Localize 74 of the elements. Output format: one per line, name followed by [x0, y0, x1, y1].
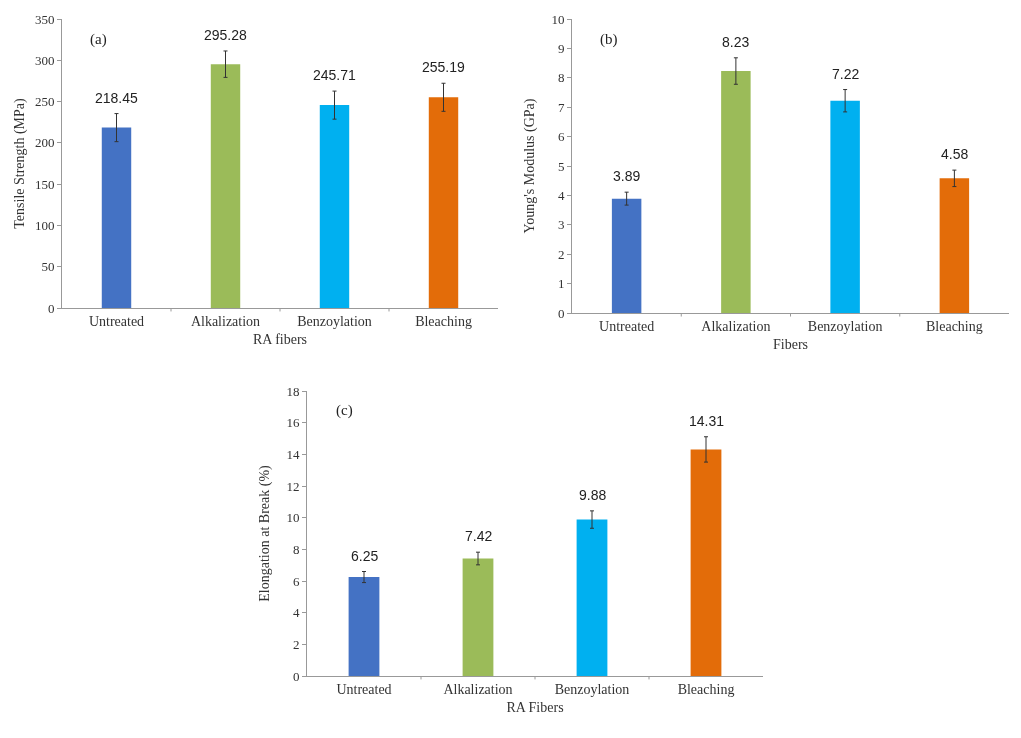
bar [721, 71, 751, 313]
y-tick-label: 250 [34, 94, 55, 110]
y-tick-label: 350 [34, 11, 55, 27]
x-tick-label: Benzoylation [297, 313, 372, 329]
bar [319, 105, 350, 308]
bar [830, 100, 860, 313]
y-tick-label: 8 [292, 541, 300, 557]
y-tick-label: 9 [557, 40, 565, 56]
x-tick-label: Bleaching [677, 681, 735, 697]
y-tick-label: 8 [557, 70, 565, 86]
x-tick-label: Alkalization [701, 318, 771, 334]
x-tick-label: Alkalization [443, 681, 513, 697]
data-label: 295.28 [204, 27, 248, 43]
y-tick-label: 4 [557, 187, 565, 203]
y-tick-label: 10 [286, 510, 300, 526]
x-tick-label: Bleaching [926, 318, 983, 334]
y-tick-label: 0 [557, 305, 565, 321]
x-tick-label: Untreated [88, 313, 145, 329]
y-axis-title: Elongation at Break (%) [257, 464, 273, 602]
x-tick-label: Benzoylation [807, 318, 883, 334]
y-tick-label: 4 [292, 605, 300, 621]
data-label: 6.25 [351, 548, 379, 564]
x-tick-label: Alkalization [190, 313, 261, 329]
bar [576, 519, 608, 676]
y-tick-label: 0 [47, 300, 55, 316]
y-tick-label: 100 [34, 217, 55, 233]
y-tick-label: 2 [292, 636, 300, 652]
data-label: 7.42 [465, 528, 493, 544]
y-tick-label: 200 [34, 135, 55, 151]
data-label: 9.88 [579, 487, 607, 503]
y-axis-title: Tensile Strength (MPa) [12, 97, 28, 229]
data-label: 8.23 [722, 34, 750, 50]
bar [611, 198, 642, 313]
x-tick-label: Bleaching [415, 313, 472, 329]
x-tick-label: Untreated [336, 681, 392, 697]
y-tick-label: 10 [551, 11, 565, 27]
data-label: 218.45 [95, 90, 139, 106]
y-tick-label: 16 [286, 415, 300, 431]
y-tick-label: 7 [557, 99, 565, 115]
annotation: (b) [600, 31, 618, 48]
y-tick-label: 2 [557, 246, 565, 262]
x-axis-title: RA fibers [252, 332, 308, 348]
bar [690, 449, 722, 676]
bar [210, 64, 241, 308]
y-tick-label: 1 [557, 276, 565, 292]
x-tick-label: Untreated [599, 318, 655, 334]
y-tick-label: 12 [286, 478, 300, 494]
x-tick-label: Benzoylation [554, 681, 630, 697]
y-tick-label: 150 [34, 176, 55, 192]
annotation: (a) [90, 31, 107, 48]
y-tick-label: 18 [286, 383, 300, 399]
data-label: 7.22 [832, 66, 860, 82]
data-label: 4.58 [941, 146, 969, 162]
y-tick-label: 6 [292, 573, 300, 589]
data-label: 14.31 [689, 413, 725, 429]
bar [428, 97, 459, 308]
annotation: (c) [336, 402, 353, 419]
x-axis-title: RA Fibers [506, 700, 564, 716]
y-tick-label: 14 [286, 446, 300, 462]
y-tick-label: 50 [41, 259, 55, 275]
bar [101, 127, 132, 308]
y-tick-label: 6 [557, 129, 565, 145]
data-label: 245.71 [313, 67, 357, 83]
y-tick-label: 5 [557, 158, 565, 174]
bar [462, 558, 494, 676]
bar [348, 577, 380, 676]
y-tick-label: 300 [34, 52, 55, 68]
data-label: 3.89 [613, 168, 641, 184]
y-axis-title: Young's Modulus (GPa) [522, 98, 538, 234]
y-tick-label: 0 [292, 668, 300, 684]
bar [939, 178, 970, 313]
y-tick-label: 3 [557, 217, 565, 233]
data-label: 255.19 [422, 59, 466, 75]
x-axis-title: Fibers [773, 337, 808, 353]
